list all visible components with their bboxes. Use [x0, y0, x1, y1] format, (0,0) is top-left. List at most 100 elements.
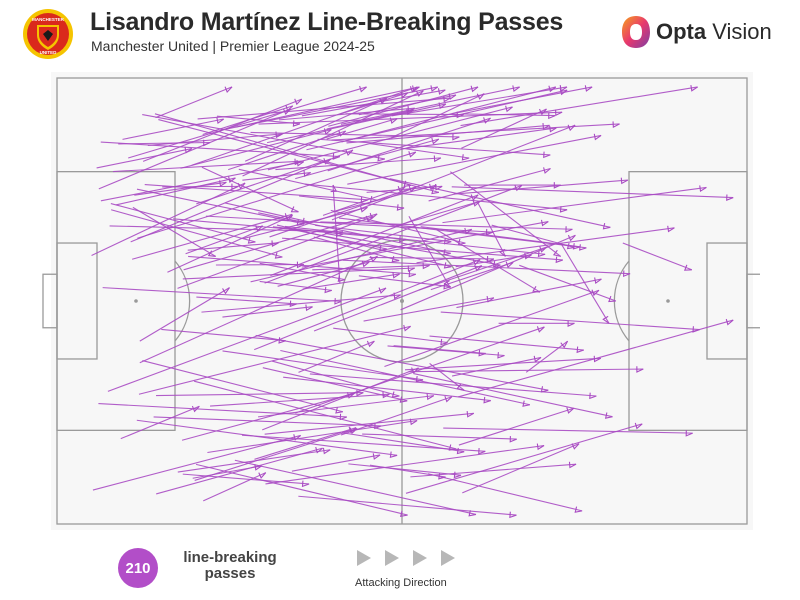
pass-arrow [458, 407, 575, 446]
pass-arrow [456, 277, 602, 309]
pass-arrowhead [543, 167, 551, 174]
pass-arrow [326, 117, 398, 140]
pass-line [167, 214, 293, 273]
pass-line [284, 225, 546, 255]
pass-arrowhead [667, 225, 675, 233]
pass-arrow [362, 433, 517, 443]
pass-arrow [284, 225, 546, 258]
pass-arrow [404, 355, 602, 371]
pass-line [185, 225, 263, 255]
pass-arrowhead [346, 392, 355, 399]
pass-arrowhead [399, 510, 408, 518]
pass-arrowhead [247, 237, 256, 244]
pass-line [326, 117, 398, 140]
pass-arrowhead [324, 286, 332, 294]
pass-arrow [136, 188, 305, 227]
pass-arrowhead [568, 461, 577, 469]
pass-arrow [120, 405, 200, 440]
pass-arrow [622, 242, 692, 271]
pass-arrowhead [437, 88, 446, 95]
pass-arrowhead [612, 121, 620, 129]
pitch-markings [42, 72, 760, 530]
pass-line [250, 228, 472, 283]
pass-line [187, 242, 279, 251]
pass-line [139, 287, 230, 342]
pass-arrow [267, 105, 513, 171]
pass-arrow [457, 318, 734, 398]
pass-arrowhead [622, 270, 631, 278]
pass-arrow [235, 85, 420, 128]
pass-line [363, 297, 494, 322]
pass-line [457, 319, 734, 398]
pass-line [406, 127, 557, 149]
pass-arrowhead [255, 225, 264, 232]
pass-line [118, 141, 211, 145]
pass-line [257, 395, 434, 418]
pass-arrowhead [216, 117, 225, 125]
pass-arrowhead [478, 350, 486, 357]
pass-arrow [138, 324, 411, 395]
pass-arrowhead [537, 250, 546, 258]
pass-arrow [137, 151, 417, 239]
pass-arrowhead [574, 506, 583, 513]
pass-arrowhead [472, 259, 481, 266]
pass-line [207, 419, 418, 454]
pass-arrow [118, 139, 211, 147]
pass-line [283, 376, 491, 402]
pass-line [254, 427, 357, 460]
pass-arrowhead [438, 473, 446, 480]
goal-left [42, 273, 58, 329]
pass-arrowhead [536, 326, 545, 333]
pass-arrow [207, 418, 418, 454]
pass-arrowhead [290, 206, 299, 213]
pass-arrow [187, 240, 279, 251]
pass-line [134, 181, 227, 196]
pass-line [276, 224, 452, 268]
pass-arrow [461, 108, 547, 149]
pass-line [161, 328, 286, 342]
pass-arrowhead [725, 318, 734, 326]
pass-arrowhead [685, 430, 693, 437]
brand-name-bold: Opta [656, 19, 707, 44]
pass-line [234, 459, 477, 515]
pass-arrow [340, 85, 520, 125]
pass-arrow [348, 463, 462, 479]
pass-line [391, 86, 568, 117]
pass-arrowhead [448, 93, 457, 100]
pass-arrow [410, 461, 577, 478]
pass-arrowhead [285, 104, 294, 112]
pass-line [259, 280, 332, 291]
triangle-right-icon [413, 550, 427, 566]
pass-arrowhead [468, 510, 477, 517]
pass-line [272, 226, 344, 235]
pass-line [362, 433, 517, 440]
attacking-direction-label: Attacking Direction [355, 577, 447, 589]
pass-line [195, 463, 408, 516]
page-subtitle: Manchester United | Premier League 2024-… [91, 38, 375, 54]
pass-arrowhead [393, 292, 402, 300]
pass-arrow [215, 261, 305, 269]
pass-arrowhead [403, 324, 411, 332]
pass-arrowhead [356, 389, 364, 397]
pass-arrowhead [560, 340, 569, 349]
pass-arrow [413, 373, 613, 419]
pass-line [156, 447, 323, 495]
pass-arrow [389, 178, 611, 230]
pass-line [258, 111, 563, 125]
pass-line [183, 213, 378, 271]
pass-line [312, 264, 430, 271]
pass-line [138, 325, 411, 395]
pass-arrow [91, 182, 246, 256]
pass-line [328, 86, 479, 127]
pass-arrow [201, 292, 402, 313]
pass-arrowhead [533, 355, 542, 363]
pass-line [107, 287, 387, 392]
pass-arrow [324, 232, 501, 268]
pass-line [201, 166, 299, 213]
pass-line [404, 357, 601, 371]
pass-line [266, 103, 447, 144]
pass-arrow [254, 259, 481, 351]
pass-line [282, 237, 563, 261]
pass-arrow [203, 472, 267, 502]
pass-line [525, 340, 568, 373]
